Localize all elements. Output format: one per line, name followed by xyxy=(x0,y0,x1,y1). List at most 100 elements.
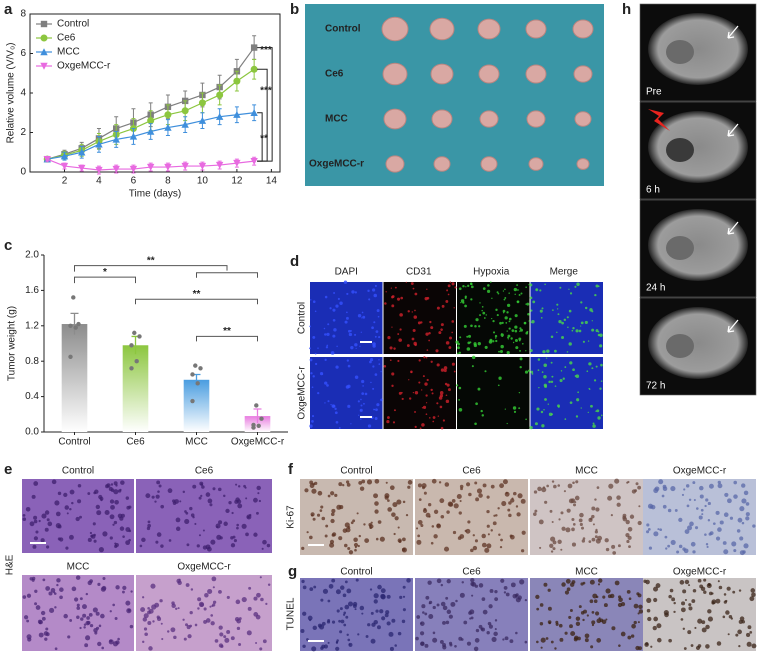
texture xyxy=(695,645,701,651)
texture xyxy=(314,481,318,485)
data-point xyxy=(68,323,73,328)
texture xyxy=(490,281,492,283)
texture xyxy=(79,515,82,519)
texture xyxy=(506,422,508,425)
marker xyxy=(95,140,103,148)
texture xyxy=(421,407,424,409)
texture xyxy=(340,619,345,624)
texture xyxy=(57,491,62,496)
texture xyxy=(667,544,671,548)
texture xyxy=(568,615,572,619)
texture xyxy=(377,520,382,524)
texture xyxy=(532,300,536,304)
texture xyxy=(569,292,573,295)
texture xyxy=(518,392,521,394)
texture xyxy=(378,335,381,339)
texture xyxy=(433,534,438,539)
texture xyxy=(688,584,691,587)
texture xyxy=(464,296,467,299)
legend-label: OxgeMCC-r xyxy=(57,61,111,72)
texture xyxy=(428,339,431,342)
texture xyxy=(468,334,472,338)
texture xyxy=(554,385,557,387)
texture xyxy=(329,539,335,544)
texture xyxy=(122,585,127,591)
texture xyxy=(361,311,364,314)
texture xyxy=(566,316,569,319)
texture xyxy=(519,357,523,361)
texture xyxy=(117,637,120,641)
texture xyxy=(525,303,527,305)
texture xyxy=(569,582,575,587)
texture xyxy=(327,400,330,403)
texture xyxy=(688,603,692,607)
texture xyxy=(514,325,518,329)
texture xyxy=(490,484,495,489)
micrograph xyxy=(136,575,272,651)
texture xyxy=(324,381,328,385)
texture xyxy=(309,619,312,622)
texture xyxy=(704,504,707,508)
texture xyxy=(225,508,230,514)
texture xyxy=(379,609,384,614)
texture xyxy=(591,367,594,370)
texture xyxy=(680,607,686,613)
texture xyxy=(492,320,495,323)
texture xyxy=(541,307,544,310)
texture xyxy=(439,391,444,395)
texture xyxy=(69,489,75,495)
texture xyxy=(687,630,692,635)
texture xyxy=(71,501,74,505)
texture xyxy=(364,392,368,396)
data-point xyxy=(256,423,261,429)
texture xyxy=(463,324,467,328)
texture xyxy=(484,547,490,553)
texture xyxy=(564,366,567,368)
texture xyxy=(247,515,250,519)
texture xyxy=(594,535,598,539)
texture xyxy=(389,346,393,350)
texture xyxy=(331,578,336,583)
texture xyxy=(418,381,421,384)
texture xyxy=(689,521,694,527)
texture xyxy=(76,606,81,610)
texture xyxy=(502,479,508,485)
texture xyxy=(580,325,582,327)
texture xyxy=(438,331,442,335)
texture xyxy=(352,519,356,523)
texture xyxy=(443,366,448,370)
texture xyxy=(360,331,362,333)
texture xyxy=(158,484,162,488)
texture xyxy=(469,617,472,620)
marker xyxy=(43,155,51,163)
texture xyxy=(520,292,523,295)
texture xyxy=(584,633,590,639)
texture xyxy=(707,583,711,586)
texture xyxy=(55,511,61,517)
texture xyxy=(228,500,232,505)
texture xyxy=(237,503,243,509)
texture xyxy=(462,284,465,288)
texture xyxy=(99,496,104,501)
texture xyxy=(354,608,357,611)
column-label: Ce6 xyxy=(195,466,214,477)
texture xyxy=(102,531,108,537)
column-label: OxgeMCC-r xyxy=(673,567,727,578)
texture xyxy=(597,583,601,586)
texture xyxy=(446,609,452,615)
column-label: Hypoxia xyxy=(473,267,510,278)
texture xyxy=(507,508,511,512)
significance-bracket xyxy=(196,335,258,342)
texture xyxy=(572,326,575,330)
texture xyxy=(551,375,554,378)
texture xyxy=(334,493,338,498)
data-point xyxy=(195,381,200,386)
texture xyxy=(370,611,374,615)
significance-bracket xyxy=(74,265,228,272)
texture xyxy=(480,409,483,413)
texture xyxy=(681,601,686,606)
texture xyxy=(326,384,329,387)
texture xyxy=(398,338,402,342)
texture xyxy=(199,602,205,607)
texture xyxy=(265,602,268,606)
